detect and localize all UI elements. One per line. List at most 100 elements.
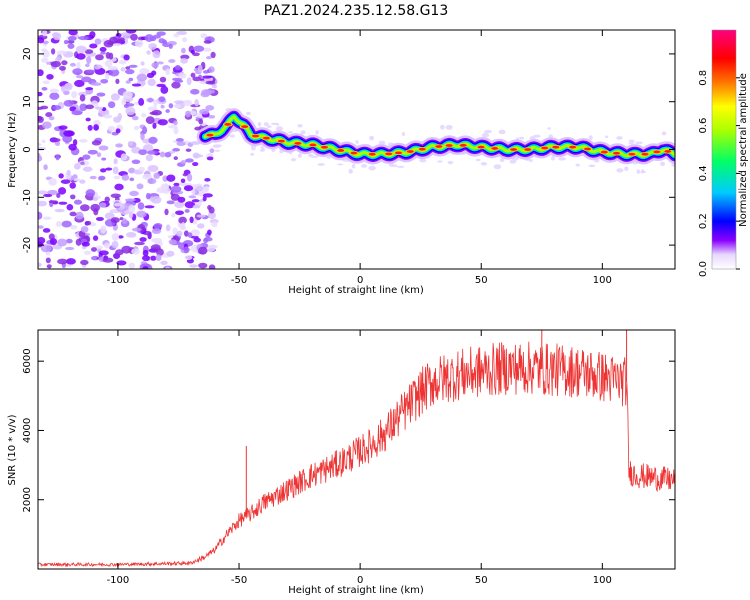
noise-blob xyxy=(185,148,192,152)
noise-blob xyxy=(148,136,158,144)
noise-blob xyxy=(59,65,66,71)
ridge-peak-core xyxy=(385,152,393,156)
noise-blob xyxy=(131,159,141,164)
noise-blob xyxy=(85,117,91,122)
noise-blob xyxy=(177,196,186,203)
noise-blob xyxy=(142,144,154,152)
ridge-peak-core xyxy=(664,150,672,153)
noise-blob xyxy=(207,114,216,119)
noise-blob xyxy=(69,62,76,67)
noise-blob xyxy=(193,45,205,52)
noise-blob xyxy=(98,202,107,208)
noise-blob xyxy=(175,210,184,216)
faint-blob xyxy=(257,121,262,127)
faint-blob xyxy=(628,139,635,143)
noise-blob xyxy=(152,122,157,129)
ridge-peak-core xyxy=(628,152,636,156)
noise-blob xyxy=(128,210,134,219)
noise-blob xyxy=(165,68,171,75)
noise-blob xyxy=(85,63,90,68)
faint-blob xyxy=(498,129,506,135)
noise-blob xyxy=(146,50,151,55)
noise-blob xyxy=(98,250,109,256)
noise-blob xyxy=(79,103,88,111)
noise-blob xyxy=(170,185,182,193)
spectrogram-y-ticks: -20 -10 0 10 20 xyxy=(22,48,675,253)
noise-blob xyxy=(131,227,142,232)
noise-blob xyxy=(107,125,116,132)
noise-blob xyxy=(50,61,62,68)
noise-blob xyxy=(192,154,204,158)
noise-blob xyxy=(142,173,152,180)
noise-blob xyxy=(43,164,48,171)
noise-blob xyxy=(184,208,190,213)
noise-blob xyxy=(203,47,212,52)
noise-blob xyxy=(150,244,161,251)
noise-blob xyxy=(96,92,106,97)
faint-blob xyxy=(288,131,293,134)
noise-blob xyxy=(111,233,120,241)
snr-marks xyxy=(38,330,675,568)
noise-blob xyxy=(121,245,132,254)
noise-blob xyxy=(131,83,142,87)
noise-blob xyxy=(141,255,151,262)
noise-blob xyxy=(111,209,118,213)
noise-blob xyxy=(205,80,216,85)
faint-blob xyxy=(368,165,376,171)
noise-blob xyxy=(41,86,48,91)
noise-blob xyxy=(56,50,67,55)
ridge-peak-core xyxy=(569,145,577,149)
ridge-peak-core xyxy=(459,143,467,147)
noise-blob xyxy=(90,203,101,212)
noise-blob xyxy=(64,246,75,251)
ridge-peak-core xyxy=(584,147,592,151)
noise-blob xyxy=(172,148,181,152)
noise-blob xyxy=(64,83,71,89)
noise-blob xyxy=(112,166,119,175)
noise-blob xyxy=(183,230,189,237)
noise-blob xyxy=(202,196,207,202)
noise-blob xyxy=(123,54,130,61)
noise-blob xyxy=(190,88,200,95)
noise-blob xyxy=(198,118,204,125)
noise-blob xyxy=(90,255,100,261)
faint-blob xyxy=(246,111,251,115)
noise-blob xyxy=(164,208,169,216)
noise-blob xyxy=(100,168,107,173)
noise-blob xyxy=(70,194,76,200)
noise-blob xyxy=(58,125,68,130)
noise-blob xyxy=(209,148,215,154)
noise-blob xyxy=(85,189,96,197)
noise-blob xyxy=(87,149,98,155)
ridge-peak-core xyxy=(277,139,285,143)
noise-blob xyxy=(46,264,52,269)
noise-blob xyxy=(206,156,214,161)
noise-blob xyxy=(198,262,208,269)
noise-blob xyxy=(207,229,212,236)
noise-blob xyxy=(52,105,62,111)
noise-blob xyxy=(95,245,104,250)
noise-blob xyxy=(173,120,178,126)
noise-blob xyxy=(85,87,94,91)
noise-blob xyxy=(70,225,78,230)
noise-blob xyxy=(125,80,131,84)
noise-blob xyxy=(185,158,194,163)
noise-blob xyxy=(103,39,114,48)
noise-blob xyxy=(120,67,126,72)
noise-blob xyxy=(127,141,134,146)
spectrogram-y-tick-label: -20 xyxy=(22,237,33,253)
noise-blob xyxy=(130,33,138,41)
ridge-peak-core xyxy=(368,152,376,156)
noise-blob xyxy=(98,145,109,151)
snr-x-axis-label: Height of straight line (km) xyxy=(288,585,424,596)
ridge-peak-core xyxy=(224,123,232,126)
snr-frame xyxy=(37,329,676,570)
noise-blob xyxy=(199,108,210,115)
faint-blob xyxy=(378,140,386,145)
noise-blob xyxy=(38,142,42,147)
faint-blob xyxy=(484,129,492,134)
noise-blob xyxy=(156,31,166,36)
noise-blob xyxy=(117,235,124,239)
noise-blob xyxy=(149,255,157,261)
noise-blob xyxy=(102,114,113,119)
